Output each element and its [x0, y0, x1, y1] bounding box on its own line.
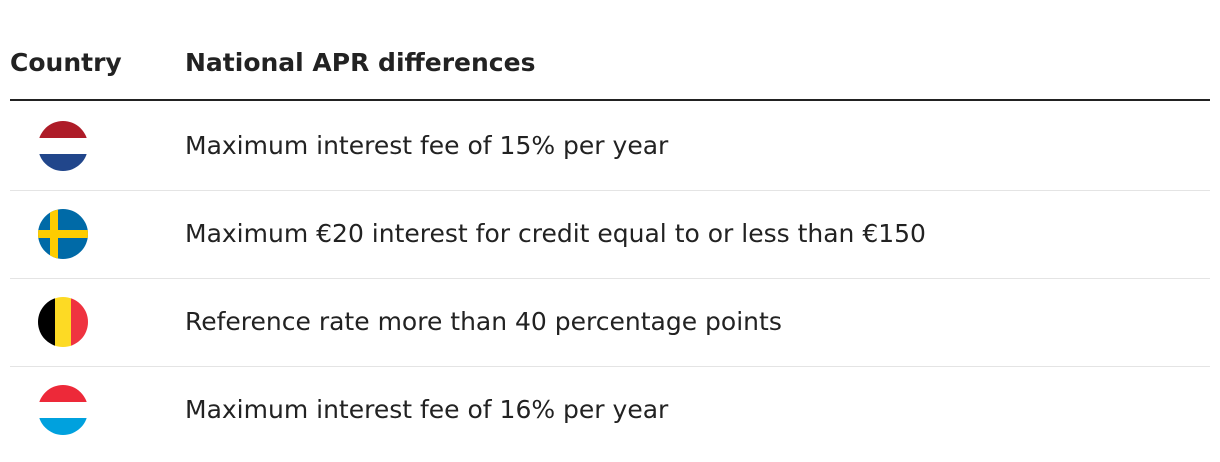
- row-text: Maximum interest fee of 15% per year: [185, 131, 669, 160]
- header-rule: [10, 99, 1210, 101]
- table-row: Maximum €20 interest for credit equal to…: [10, 190, 1210, 279]
- table-row: Maximum interest fee of 15% per year: [10, 102, 1210, 191]
- header-apr: National APR differences: [185, 48, 536, 77]
- row-text: Reference rate more than 40 percentage p…: [185, 307, 782, 336]
- table-row: Maximum interest fee of 16% per year: [10, 366, 1210, 454]
- flag-netherlands: [38, 121, 88, 171]
- flag-luxembourg: [38, 385, 88, 435]
- row-text: Maximum interest fee of 16% per year: [185, 395, 669, 424]
- flag-sweden: [38, 209, 88, 259]
- header-country: Country: [10, 48, 122, 77]
- row-text: Maximum €20 interest for credit equal to…: [185, 219, 926, 248]
- flag-belgium: [38, 297, 88, 347]
- table-row: Reference rate more than 40 percentage p…: [10, 278, 1210, 367]
